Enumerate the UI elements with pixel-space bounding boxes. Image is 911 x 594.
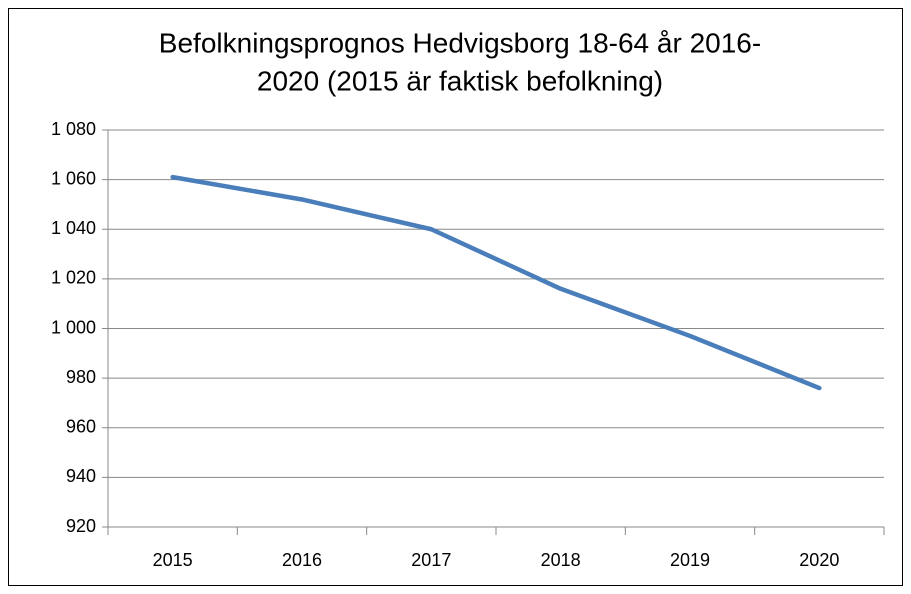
y-tick-label: 920 — [66, 516, 96, 536]
chart-title: Befolkningsprognos Hedvigsborg 18-64 år … — [159, 27, 761, 58]
chart-title: 2020 (2015 är faktisk befolkning) — [257, 65, 663, 96]
x-tick-label: 2017 — [411, 550, 451, 570]
x-tick-label: 2019 — [670, 550, 710, 570]
y-tick-label: 1 000 — [51, 317, 96, 337]
x-tick-label: 2016 — [282, 550, 322, 570]
y-tick-label: 1 060 — [51, 168, 96, 188]
y-tick-label: 1 020 — [51, 268, 96, 288]
y-tick-label: 1 040 — [51, 218, 96, 238]
chart-frame — [8, 8, 903, 586]
y-tick-label: 1 080 — [51, 119, 96, 139]
x-tick-label: 2018 — [541, 550, 581, 570]
x-tick-label: 2015 — [153, 550, 193, 570]
x-tick-label: 2020 — [799, 550, 839, 570]
y-tick-label: 980 — [66, 367, 96, 387]
y-tick-label: 940 — [66, 466, 96, 486]
y-tick-label: 960 — [66, 417, 96, 437]
data-line — [170, 174, 822, 391]
